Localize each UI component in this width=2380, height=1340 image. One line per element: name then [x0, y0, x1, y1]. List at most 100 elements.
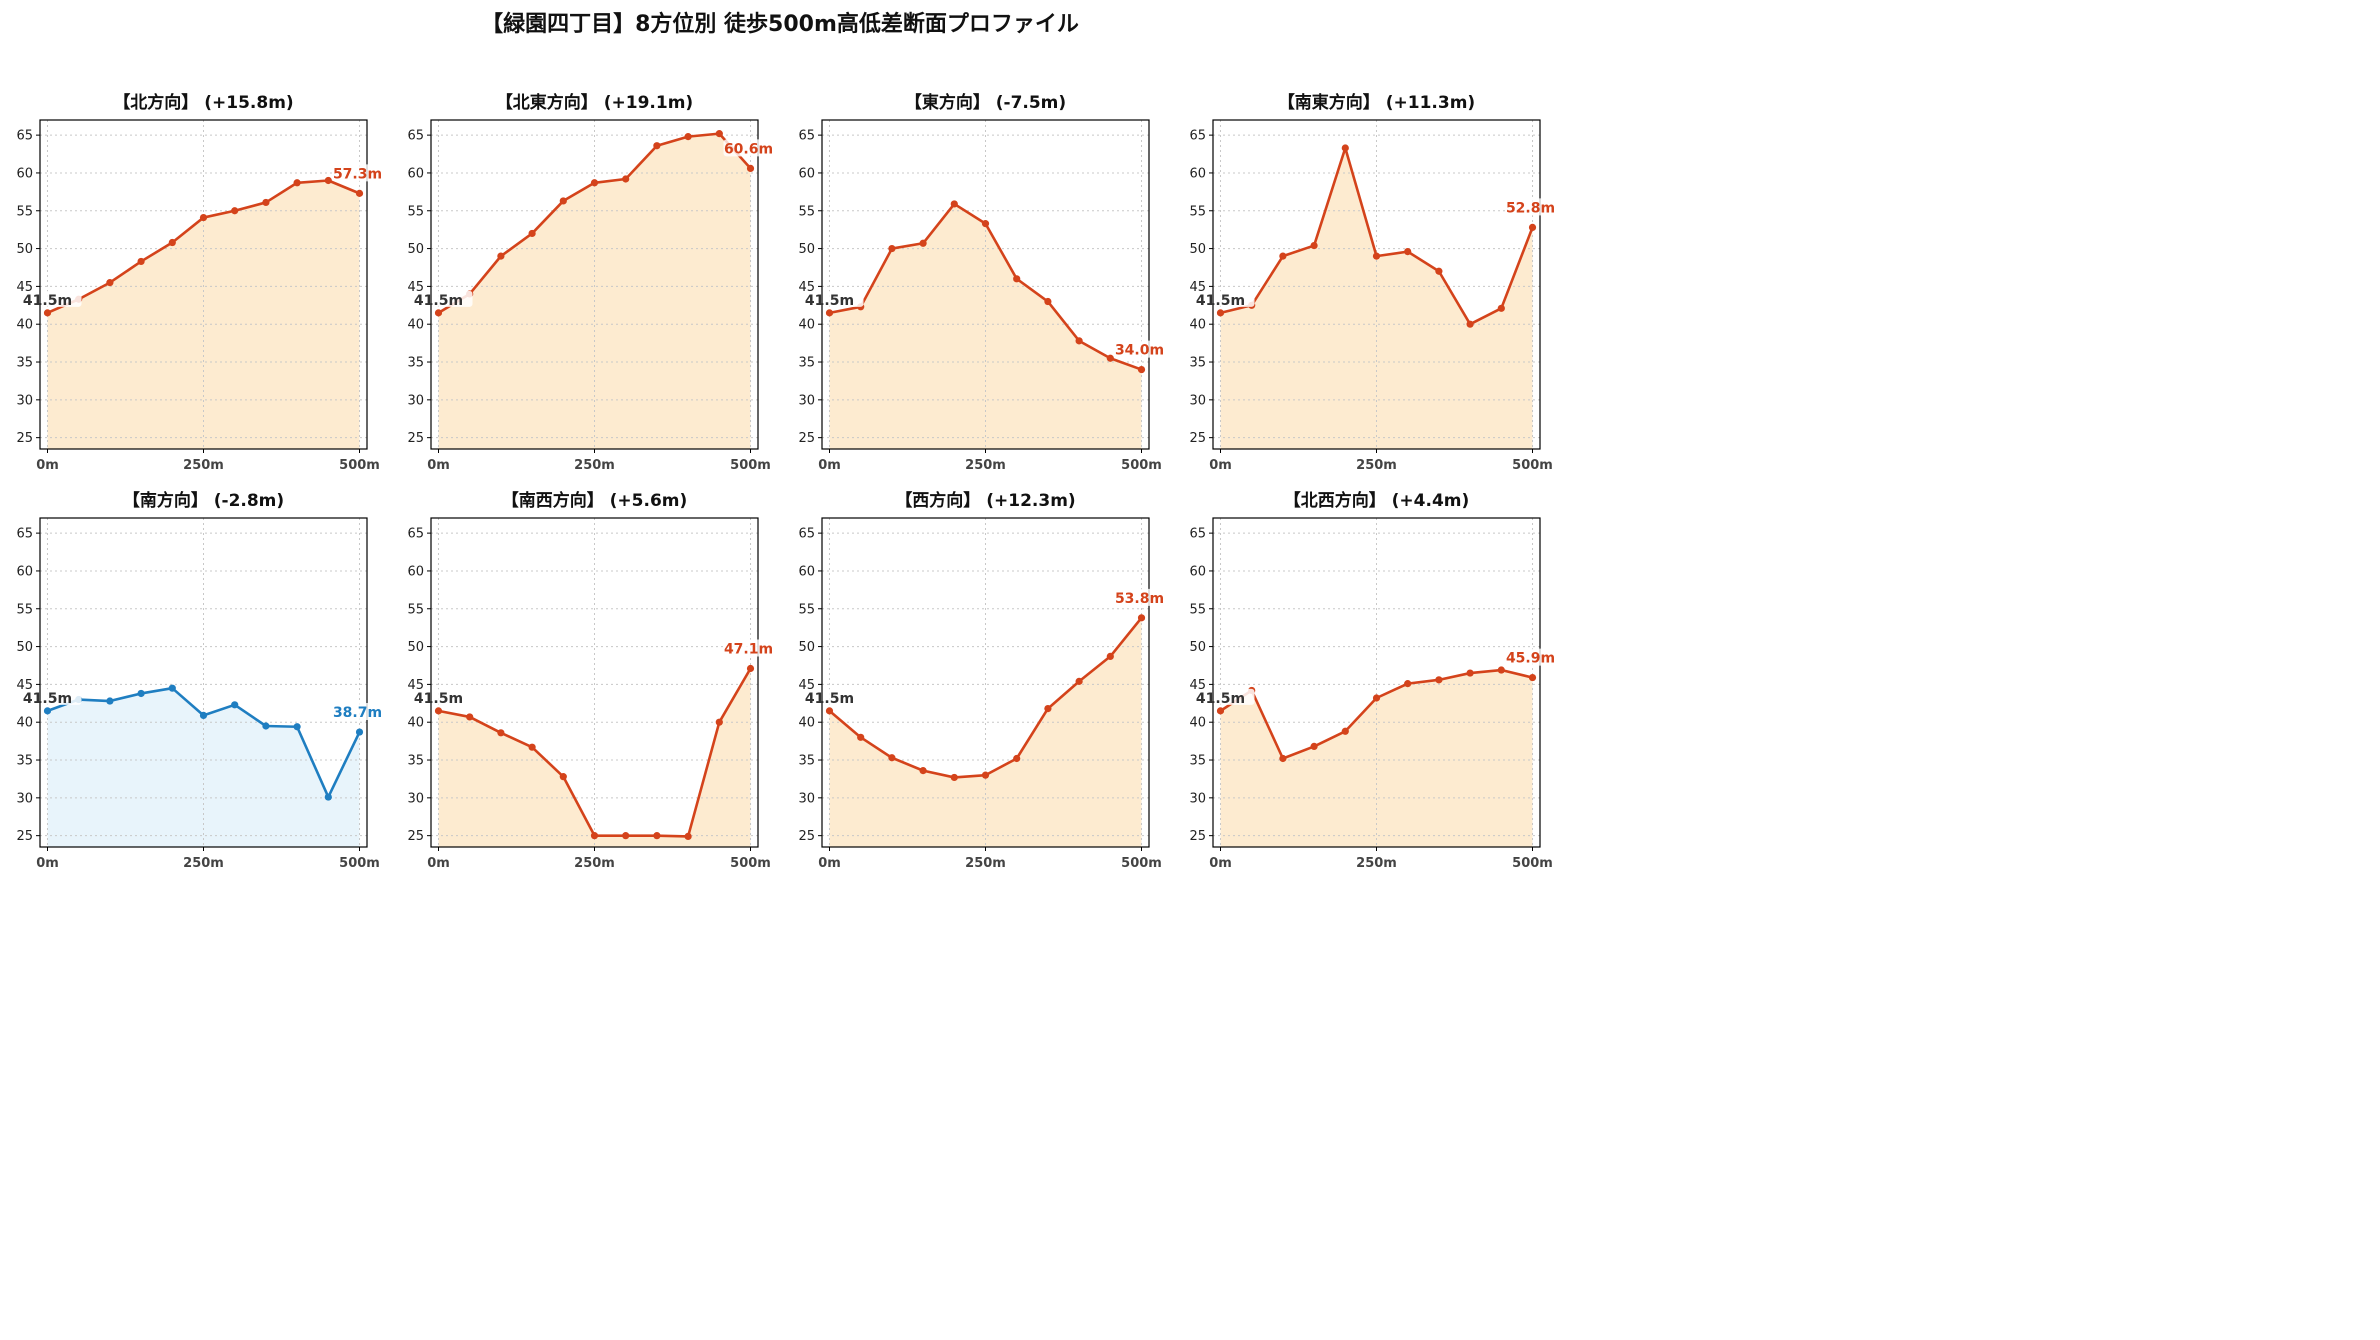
x-tick-label: 250m — [1356, 458, 1397, 473]
x-tick-label: 0m — [427, 458, 450, 473]
data-point — [324, 793, 332, 801]
end-label-box — [723, 639, 774, 657]
x-tick-label: 0m — [36, 458, 59, 473]
x-tick-label: 250m — [965, 458, 1006, 473]
data-point — [1497, 666, 1505, 674]
data-point — [981, 220, 990, 228]
data-point — [293, 179, 301, 187]
data-point — [888, 754, 896, 762]
data-point — [1341, 727, 1349, 735]
x-tick-label: 250m — [965, 856, 1006, 871]
data-point — [355, 189, 364, 197]
y-tick-label: 45 — [407, 280, 424, 295]
end-label-box — [1114, 588, 1165, 606]
data-point — [653, 142, 661, 150]
x-tick-label: 0m — [1209, 856, 1232, 871]
subplot-title: 【東方向】 (-7.5m) — [905, 92, 1066, 113]
area-fill — [1220, 147, 1533, 450]
data-point — [919, 239, 927, 247]
data-point — [1310, 241, 1318, 250]
data-point — [1075, 337, 1083, 345]
y-tick-label: 25 — [1189, 431, 1206, 446]
data-point — [1137, 365, 1146, 374]
subplot-2: 【東方向】 (-7.5m) 25 30 35 40 45 50 55 60 65 0m 250m 500… — [798, 92, 1165, 473]
start-label-box — [1218, 688, 1255, 705]
y-tick-label: 30 — [407, 393, 424, 408]
end-elevation-label: 53.8m — [1115, 591, 1164, 607]
y-tick-label: 40 — [407, 716, 424, 731]
start-elevation-label: 41.5m — [414, 293, 463, 309]
data-point — [622, 832, 630, 840]
y-tick-label: 30 — [407, 791, 424, 806]
x-tick-label: 500m — [1121, 856, 1162, 871]
y-tick-label: 55 — [1189, 602, 1206, 617]
data-point — [559, 197, 567, 205]
start-label-box — [827, 290, 864, 307]
data-point — [1106, 354, 1114, 362]
x-tick-label: 500m — [339, 458, 380, 473]
start-label-box — [436, 688, 473, 705]
y-tick-label: 25 — [798, 431, 815, 446]
data-point — [559, 773, 567, 781]
data-point — [137, 257, 145, 266]
y-tick-label: 65 — [1189, 527, 1206, 542]
y-tick-label: 35 — [1189, 356, 1206, 371]
y-tick-label: 25 — [407, 431, 424, 446]
x-tick-label: 500m — [1512, 856, 1553, 871]
area-fill — [829, 617, 1142, 847]
y-tick-label: 60 — [16, 564, 33, 579]
y-tick-label: 40 — [798, 716, 815, 731]
y-tick-label: 45 — [1189, 280, 1206, 295]
data-point — [981, 771, 990, 779]
data-point — [1435, 676, 1443, 684]
y-tick-label: 45 — [407, 678, 424, 693]
data-point — [1466, 669, 1474, 677]
subplot-5: 【南西方向】 (+5.6m) 25 30 35 40 45 50 55 60 65 0m 250m 50… — [407, 490, 774, 871]
data-point — [1310, 742, 1318, 751]
data-point — [684, 832, 692, 841]
y-tick-label: 50 — [407, 640, 424, 655]
x-tick-label: 250m — [1356, 856, 1397, 871]
y-tick-label: 30 — [16, 791, 33, 806]
data-point — [1528, 673, 1537, 682]
y-tick-label: 45 — [16, 280, 33, 295]
subplot-title: 【南西方向】 (+5.6m) — [502, 490, 688, 511]
y-tick-label: 45 — [1189, 678, 1206, 693]
y-tick-label: 35 — [407, 356, 424, 371]
end-elevation-label: 52.8m — [1506, 200, 1555, 216]
y-tick-label: 40 — [798, 318, 815, 333]
subplot-1: 【北東方向】 (+19.1m) 25 30 35 40 45 50 55 60 65 0m 250m 5… — [407, 92, 774, 473]
data-point — [919, 767, 927, 775]
y-tick-label: 45 — [798, 678, 815, 693]
data-point — [231, 701, 239, 709]
end-elevation-label: 38.7m — [333, 705, 382, 721]
end-label-box — [1114, 340, 1165, 358]
data-point — [43, 309, 52, 317]
subplot-4: 【南方向】 (-2.8m) 25 30 35 40 45 50 55 60 65 0m 250m 500… — [16, 490, 383, 871]
start-label-box — [436, 290, 473, 307]
data-point — [1404, 680, 1412, 688]
x-tick-label: 0m — [1209, 458, 1232, 473]
y-tick-label: 30 — [1189, 393, 1206, 408]
data-point — [950, 773, 958, 782]
subplot-title: 【南方向】 (-2.8m) — [123, 490, 284, 511]
data-point — [715, 130, 723, 138]
y-tick-label: 65 — [16, 527, 33, 542]
x-tick-label: 0m — [818, 856, 841, 871]
y-tick-label: 35 — [16, 356, 33, 371]
y-tick-label: 65 — [1189, 129, 1206, 144]
data-point — [590, 832, 599, 840]
y-tick-label: 35 — [1189, 754, 1206, 769]
data-point — [497, 729, 505, 737]
y-tick-label: 60 — [407, 166, 424, 181]
figure-title: 【緑園四丁目】8方位別 徒歩500m高低差断面プロファイル — [481, 12, 1079, 37]
data-point — [590, 179, 599, 187]
y-tick-label: 40 — [16, 318, 33, 333]
subplot-title: 【北東方向】 (+19.1m) — [496, 92, 693, 113]
data-point — [1372, 252, 1381, 260]
y-tick-label: 25 — [1189, 829, 1206, 844]
start-elevation-label: 41.5m — [23, 691, 72, 707]
subplot-title: 【北西方向】 (+4.4m) — [1284, 490, 1470, 511]
end-elevation-label: 57.3m — [333, 166, 382, 182]
start-label-box — [45, 688, 82, 705]
